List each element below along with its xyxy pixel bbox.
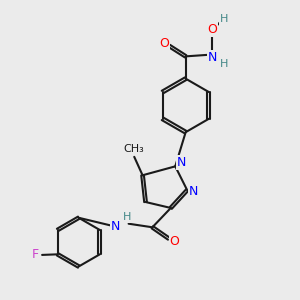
- Text: H: H: [220, 59, 228, 69]
- Text: CH₃: CH₃: [124, 144, 145, 154]
- Text: H: H: [220, 14, 228, 24]
- Text: O: O: [208, 23, 218, 36]
- Text: H: H: [123, 212, 131, 222]
- Text: N: N: [208, 51, 217, 64]
- Text: N: N: [177, 156, 187, 169]
- Text: N: N: [111, 220, 121, 233]
- Text: F: F: [32, 248, 39, 261]
- Text: O: O: [170, 235, 180, 248]
- Text: O: O: [159, 37, 169, 50]
- Text: N: N: [189, 185, 198, 198]
